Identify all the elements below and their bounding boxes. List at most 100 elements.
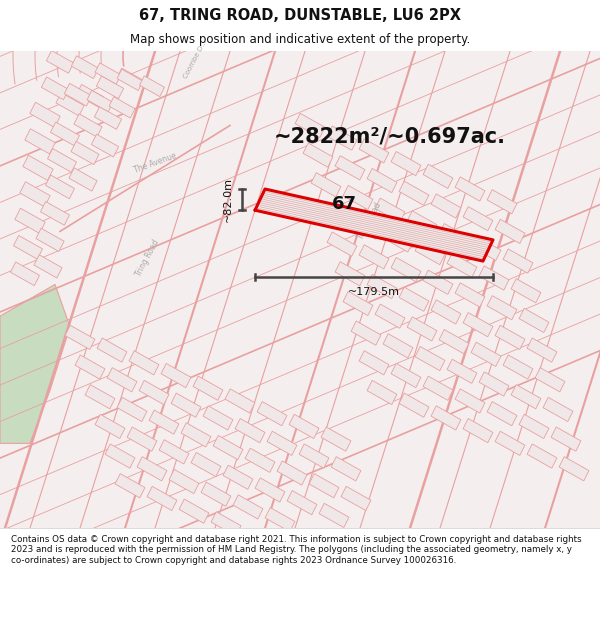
Polygon shape — [10, 262, 40, 286]
Polygon shape — [327, 232, 357, 256]
Polygon shape — [399, 181, 429, 206]
Polygon shape — [367, 168, 397, 192]
Polygon shape — [423, 376, 453, 401]
Text: Tring Road: Tring Road — [356, 201, 383, 241]
Polygon shape — [431, 406, 461, 430]
Text: Contains OS data © Crown copyright and database right 2021. This information is : Contains OS data © Crown copyright and d… — [11, 535, 581, 565]
Polygon shape — [335, 262, 365, 286]
Polygon shape — [351, 321, 381, 345]
Polygon shape — [391, 363, 421, 388]
Polygon shape — [46, 51, 74, 73]
Polygon shape — [149, 410, 179, 434]
Polygon shape — [383, 228, 413, 252]
Polygon shape — [455, 389, 485, 413]
Polygon shape — [287, 491, 317, 515]
Polygon shape — [115, 474, 145, 498]
Polygon shape — [543, 398, 573, 421]
Polygon shape — [289, 414, 319, 439]
Polygon shape — [107, 368, 137, 392]
Polygon shape — [235, 419, 265, 442]
Polygon shape — [431, 300, 461, 324]
Polygon shape — [117, 398, 147, 421]
Polygon shape — [295, 113, 325, 138]
Polygon shape — [85, 384, 115, 409]
Polygon shape — [439, 329, 469, 354]
Polygon shape — [331, 457, 361, 481]
Polygon shape — [97, 338, 127, 362]
Polygon shape — [309, 474, 339, 498]
Polygon shape — [559, 457, 589, 481]
Polygon shape — [471, 236, 501, 261]
Polygon shape — [87, 91, 113, 112]
Polygon shape — [201, 482, 231, 506]
Polygon shape — [36, 228, 64, 251]
Polygon shape — [487, 402, 517, 426]
Polygon shape — [233, 495, 263, 519]
Polygon shape — [551, 427, 581, 451]
Polygon shape — [415, 241, 445, 265]
Polygon shape — [359, 139, 389, 163]
Polygon shape — [391, 151, 421, 176]
Polygon shape — [95, 63, 121, 84]
Polygon shape — [479, 266, 509, 290]
Text: Map shows position and indicative extent of the property.: Map shows position and indicative extent… — [130, 34, 470, 46]
Text: 67, TRING ROAD, DUNSTABLE, LU6 2PX: 67, TRING ROAD, DUNSTABLE, LU6 2PX — [139, 8, 461, 23]
Polygon shape — [455, 283, 485, 307]
Polygon shape — [335, 156, 365, 180]
Polygon shape — [367, 274, 397, 299]
Polygon shape — [203, 406, 233, 430]
Polygon shape — [495, 431, 525, 456]
Polygon shape — [257, 402, 287, 426]
Polygon shape — [161, 363, 191, 388]
Polygon shape — [511, 279, 541, 303]
Polygon shape — [463, 207, 493, 231]
Polygon shape — [341, 486, 371, 511]
Polygon shape — [245, 448, 275, 472]
Polygon shape — [76, 84, 104, 107]
Polygon shape — [223, 465, 253, 489]
Polygon shape — [15, 208, 45, 233]
Polygon shape — [359, 351, 389, 375]
Polygon shape — [47, 149, 77, 173]
Polygon shape — [503, 249, 533, 273]
Polygon shape — [519, 308, 549, 332]
Polygon shape — [105, 444, 135, 468]
Polygon shape — [447, 359, 477, 383]
Polygon shape — [117, 68, 143, 89]
Polygon shape — [463, 419, 493, 442]
Polygon shape — [535, 368, 565, 392]
Text: ~2822m²/~0.697ac.: ~2822m²/~0.697ac. — [274, 126, 506, 146]
Polygon shape — [211, 512, 241, 536]
Polygon shape — [527, 338, 557, 362]
Polygon shape — [95, 414, 125, 439]
Polygon shape — [391, 258, 421, 282]
Polygon shape — [94, 107, 122, 129]
Polygon shape — [319, 503, 349, 528]
Text: The Avenue: The Avenue — [133, 151, 178, 174]
Polygon shape — [191, 452, 221, 477]
Polygon shape — [0, 284, 70, 443]
Polygon shape — [407, 317, 437, 341]
Text: ~179.5m: ~179.5m — [348, 287, 400, 297]
Polygon shape — [447, 253, 477, 278]
Polygon shape — [277, 461, 307, 485]
Polygon shape — [41, 77, 68, 100]
Polygon shape — [169, 469, 199, 494]
Polygon shape — [415, 346, 445, 371]
Polygon shape — [225, 389, 255, 413]
Polygon shape — [367, 381, 397, 404]
Polygon shape — [351, 215, 381, 239]
Polygon shape — [213, 436, 243, 460]
Polygon shape — [50, 122, 80, 146]
Polygon shape — [343, 291, 373, 316]
Polygon shape — [171, 393, 201, 418]
Polygon shape — [495, 219, 525, 244]
Polygon shape — [13, 236, 43, 259]
Polygon shape — [399, 393, 429, 418]
Polygon shape — [97, 76, 124, 99]
Polygon shape — [179, 499, 209, 523]
Polygon shape — [471, 342, 501, 366]
Polygon shape — [383, 334, 413, 358]
Polygon shape — [487, 189, 517, 214]
Polygon shape — [56, 92, 84, 116]
